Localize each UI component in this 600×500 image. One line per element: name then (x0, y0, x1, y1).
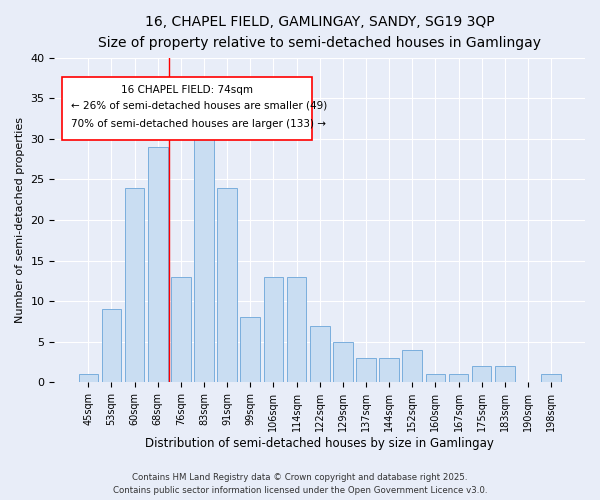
Bar (356, 358, 376, 382)
Bar (333, 342, 353, 382)
Bar (263, 277, 283, 382)
Bar (79, 374, 98, 382)
Bar (541, 374, 561, 382)
Bar (403, 350, 422, 382)
Bar (495, 366, 515, 382)
Bar (287, 277, 307, 382)
Text: ← 26% of semi-detached houses are smaller (49): ← 26% of semi-detached houses are smalle… (71, 101, 328, 111)
Bar (310, 326, 329, 382)
FancyBboxPatch shape (62, 77, 312, 140)
Bar (171, 277, 191, 382)
Bar (101, 310, 121, 382)
Bar (425, 374, 445, 382)
Bar (194, 122, 214, 382)
Title: 16, CHAPEL FIELD, GAMLINGAY, SANDY, SG19 3QP
Size of property relative to semi-d: 16, CHAPEL FIELD, GAMLINGAY, SANDY, SG19… (98, 15, 541, 50)
Bar (379, 358, 399, 382)
Bar (148, 147, 167, 382)
Bar (241, 318, 260, 382)
Text: 16 CHAPEL FIELD: 74sqm: 16 CHAPEL FIELD: 74sqm (121, 86, 253, 96)
X-axis label: Distribution of semi-detached houses by size in Gamlingay: Distribution of semi-detached houses by … (145, 437, 494, 450)
Text: 70% of semi-detached houses are larger (133) →: 70% of semi-detached houses are larger (… (71, 120, 326, 130)
Text: Contains HM Land Registry data © Crown copyright and database right 2025.
Contai: Contains HM Land Registry data © Crown c… (113, 474, 487, 495)
Bar (125, 188, 145, 382)
Bar (217, 188, 237, 382)
Y-axis label: Number of semi-detached properties: Number of semi-detached properties (15, 117, 25, 323)
Bar (449, 374, 469, 382)
Bar (472, 366, 491, 382)
